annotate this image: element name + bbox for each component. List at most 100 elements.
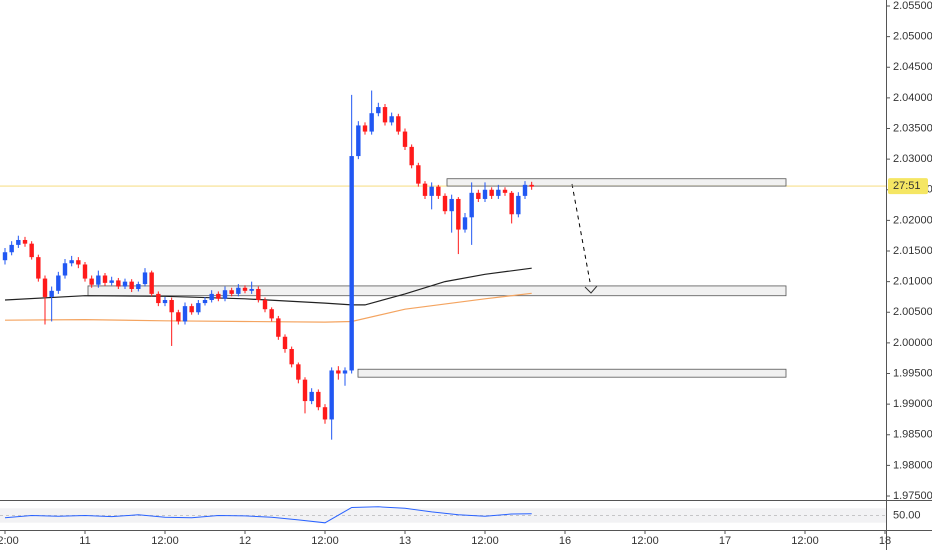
candle-body xyxy=(62,263,68,276)
candle-body xyxy=(189,306,194,313)
candle-body xyxy=(376,107,381,114)
candle-body xyxy=(529,184,534,187)
candle-body xyxy=(89,278,94,285)
candle-body xyxy=(182,306,188,322)
candle-body xyxy=(482,189,488,199)
zone xyxy=(87,285,787,297)
candle-body xyxy=(256,288,261,301)
candle-body xyxy=(269,309,274,319)
candle-body xyxy=(316,391,321,408)
candle-body xyxy=(509,192,514,215)
candle-body xyxy=(169,300,174,313)
candle-body xyxy=(389,116,394,123)
candle-body xyxy=(202,300,208,304)
x-tick-label: 12:00 xyxy=(151,535,179,547)
candle-body xyxy=(282,336,288,350)
candle-body xyxy=(382,107,388,123)
candle-body xyxy=(302,379,308,402)
candle-body xyxy=(96,275,101,285)
candle-body xyxy=(449,198,454,212)
candle-body xyxy=(516,195,521,215)
candle-body xyxy=(462,217,468,230)
candle-body xyxy=(176,312,181,322)
y-tick-label: 2.03500 xyxy=(893,122,932,134)
candle-body xyxy=(322,407,328,420)
candle-body xyxy=(222,290,228,299)
y-tick-label: 2.04500 xyxy=(893,61,932,73)
rsi-band xyxy=(0,508,886,523)
candle-body xyxy=(9,244,14,253)
candle-body xyxy=(49,290,54,297)
x-tick-label: 16 xyxy=(559,535,571,547)
x-tick-label: 12:00 xyxy=(631,535,659,547)
y-tick-label: 1.99500 xyxy=(893,367,932,379)
candle-body xyxy=(329,370,334,420)
candle-body xyxy=(342,370,348,374)
candle-body xyxy=(489,189,494,196)
y-tick-label: 2.01500 xyxy=(893,245,932,257)
candle-body xyxy=(116,280,121,287)
candle-body xyxy=(442,195,448,212)
candle-body xyxy=(229,290,234,294)
candle-body xyxy=(296,364,301,380)
zone xyxy=(357,368,787,378)
candle-body xyxy=(102,275,108,283)
candle-body xyxy=(336,370,341,374)
x-tick-label: 12:00 xyxy=(471,535,499,547)
candle-body xyxy=(396,116,401,132)
y-tick-label: 2.05000 xyxy=(893,31,932,43)
candle-body xyxy=(409,146,414,166)
candle-body xyxy=(236,287,241,294)
candle-body xyxy=(56,275,61,291)
candle-body xyxy=(142,272,148,285)
candle-body xyxy=(82,264,88,279)
candle-body xyxy=(522,184,528,196)
y-tick-label: 2.00000 xyxy=(893,337,932,349)
rsi-tick-label: 50.00 xyxy=(893,509,921,521)
candle-body xyxy=(122,281,128,287)
candle-body xyxy=(356,125,361,157)
candle-body xyxy=(496,189,501,196)
projection-arrow xyxy=(571,183,591,283)
candle-body xyxy=(502,189,508,193)
candle-body xyxy=(262,300,268,310)
candle-body xyxy=(156,293,161,304)
moving-average xyxy=(4,292,532,323)
y-tick-label: 1.99000 xyxy=(893,398,932,410)
candle-body xyxy=(196,303,201,313)
candle-body xyxy=(349,156,354,371)
rsi-line xyxy=(4,506,532,524)
candle-body xyxy=(436,186,441,196)
candle-body xyxy=(16,239,21,245)
y-tick-label: 2.04000 xyxy=(893,92,932,104)
x-tick-label: 11 xyxy=(79,535,90,547)
candle-body xyxy=(362,125,368,132)
y-tick-label: 2.00500 xyxy=(893,306,932,318)
candle-body xyxy=(109,280,114,283)
candle-body xyxy=(136,284,141,289)
candle-body xyxy=(289,349,294,365)
candle-body xyxy=(276,318,281,337)
x-tick-label: 17 xyxy=(719,535,731,547)
candle-body xyxy=(69,260,74,264)
y-tick-label: 2.01000 xyxy=(893,276,932,288)
candle-body xyxy=(42,278,48,297)
candle-body xyxy=(129,281,134,289)
y-tick-label: 2.05500 xyxy=(893,0,932,12)
candle-body xyxy=(469,192,474,218)
candle-body xyxy=(2,252,8,261)
candle-body xyxy=(402,131,408,147)
x-tick-label: 12 xyxy=(239,535,251,547)
current-price-label: 27:51 xyxy=(893,180,921,192)
y-tick-label: 2.02000 xyxy=(893,214,932,226)
x-tick-label: 13 xyxy=(399,535,411,547)
candle-body xyxy=(429,186,434,196)
y-tick-label: 1.98000 xyxy=(893,459,932,471)
candle-body xyxy=(76,260,81,265)
projection-arrowhead xyxy=(584,285,598,294)
y-tick-label: 1.97500 xyxy=(893,490,932,502)
zone xyxy=(446,178,787,187)
candle-body xyxy=(456,198,461,230)
candle-body xyxy=(29,243,34,258)
